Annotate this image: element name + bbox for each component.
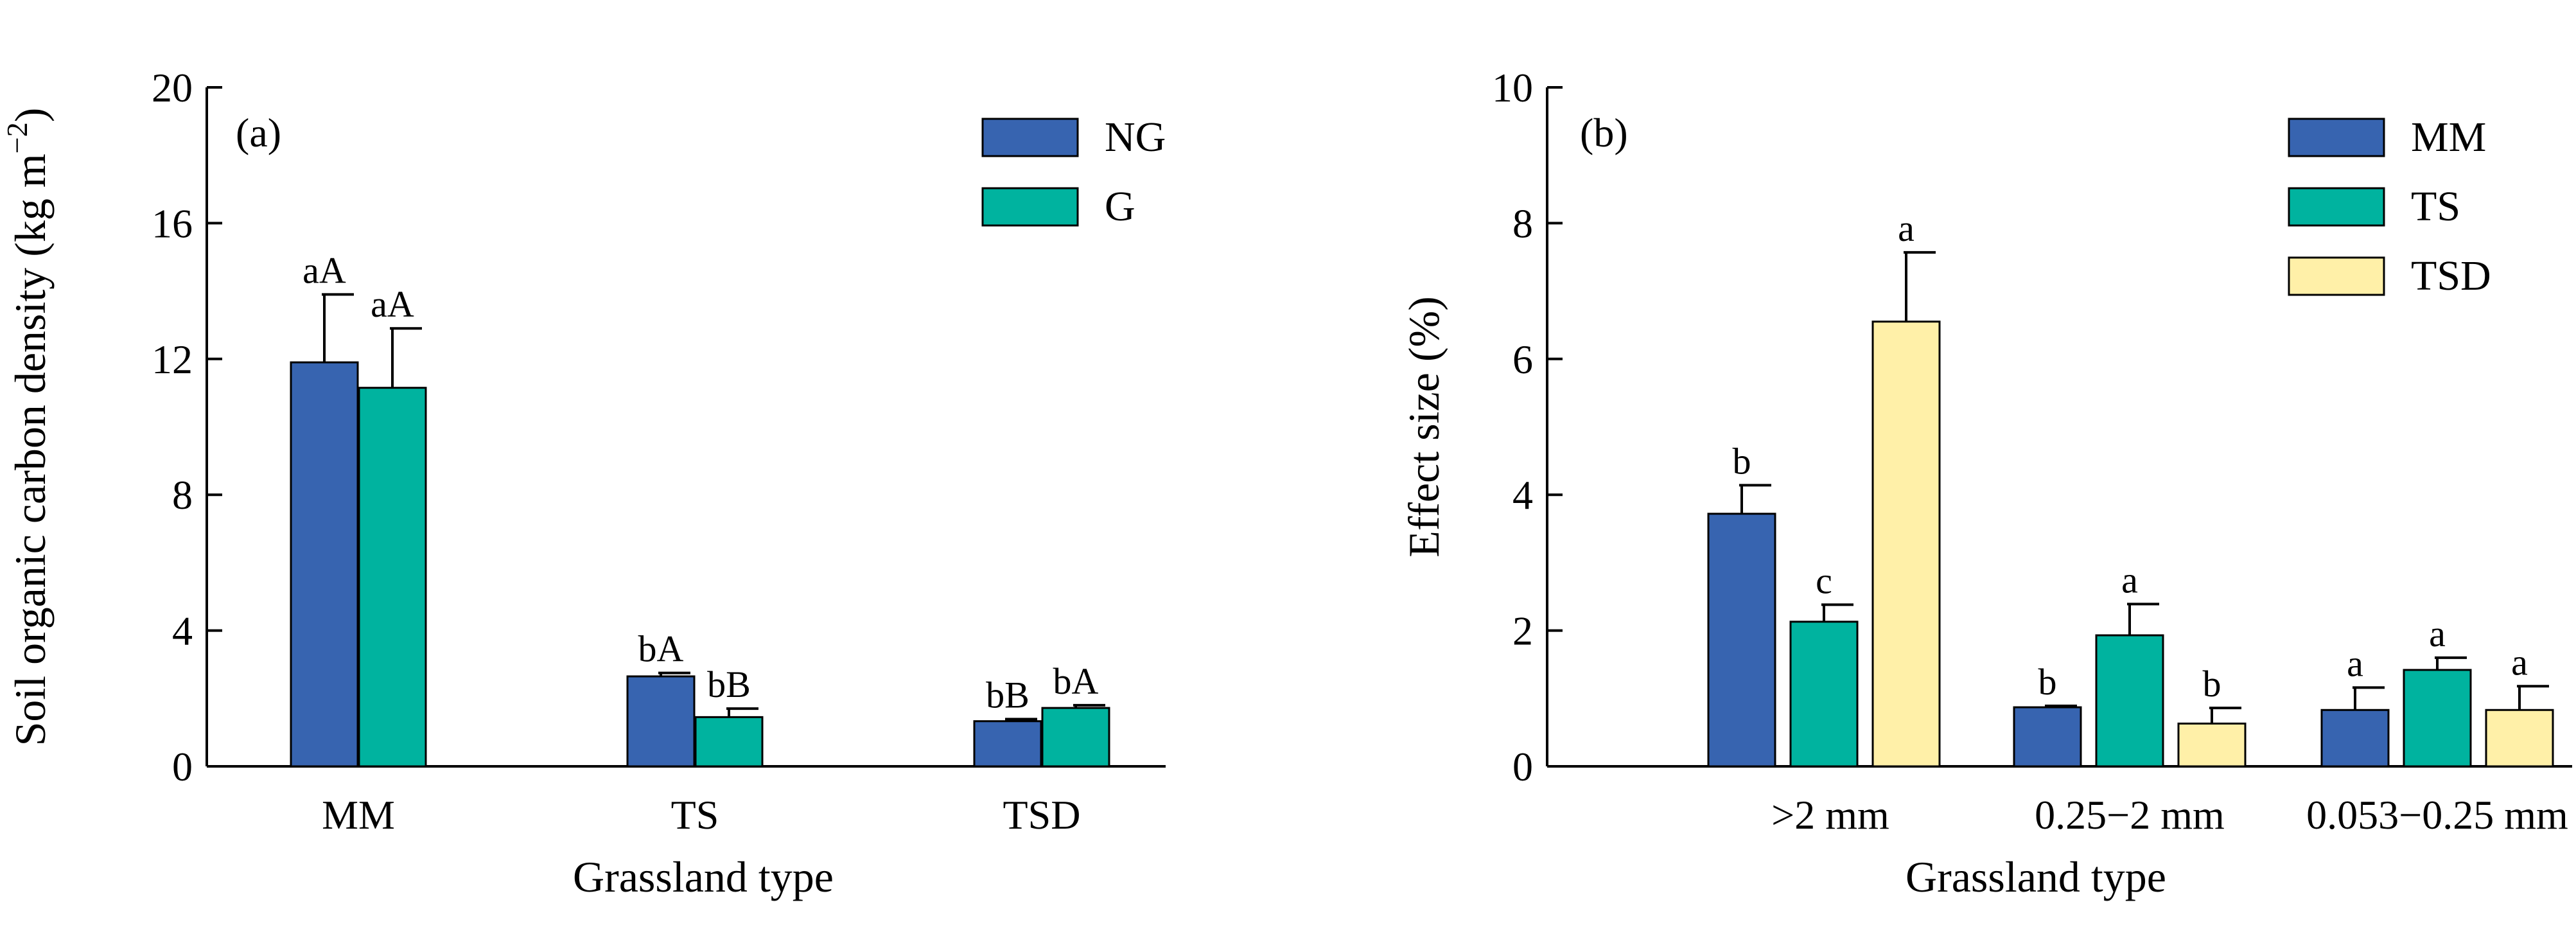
x-tick-label: 0.053−0.25 mm — [2306, 792, 2568, 838]
significance-label: a — [2121, 559, 2138, 601]
significance-label: a — [2511, 641, 2528, 683]
y-axis-title: Effect size (%) — [1399, 296, 1448, 558]
significance-label: aA — [302, 249, 346, 291]
legend-label-ts: TS — [2411, 183, 2460, 230]
bar-mm-2 — [2320, 709, 2390, 768]
y-tick-label: 2 — [1512, 608, 1533, 654]
panel-label: (a) — [236, 110, 281, 155]
y-axis-title: Soil organic carbon density (kg m−2) — [1, 108, 55, 746]
y-tick-label: 4 — [1512, 472, 1533, 518]
bar-mm-1 — [2013, 706, 2082, 768]
bar-ts-1 — [2095, 634, 2164, 768]
significance-label: aA — [371, 283, 414, 325]
legend-swatch-tsd — [2288, 256, 2385, 296]
x-axis-title: Grassland type — [573, 852, 834, 901]
x-tick-label: TS — [671, 792, 719, 838]
x-tick-label: MM — [322, 792, 395, 838]
bar-ng-2 — [973, 720, 1042, 768]
panel-label: (b) — [1580, 110, 1628, 155]
y-tick-label: 8 — [1512, 200, 1533, 246]
significance-label: b — [2203, 663, 2221, 705]
bar-ts-2 — [2403, 669, 2472, 768]
y-tick-label: 10 — [1492, 65, 1533, 110]
significance-label: c — [1816, 559, 1832, 601]
bar-ng-1 — [626, 675, 696, 768]
legend-swatch-ng — [981, 118, 1079, 157]
y-tick-label: 0 — [172, 744, 193, 789]
bar-g-0 — [358, 387, 427, 768]
bar-ts-0 — [1789, 621, 1859, 768]
significance-label: b — [1733, 440, 1751, 482]
x-tick-label: TSD — [1003, 792, 1081, 838]
y-tick-label: 20 — [152, 65, 193, 110]
bar-g-2 — [1041, 707, 1110, 768]
legend-label-g: G — [1105, 183, 1135, 230]
y-axis-title-main: Effect size (%) — [1399, 296, 1448, 558]
bar-tsd-0 — [1871, 321, 1941, 768]
significance-label: bB — [986, 674, 1030, 716]
legend-label-ng: NG — [1105, 114, 1166, 161]
significance-label: b — [2038, 661, 2057, 703]
legend-swatch-mm — [2288, 118, 2385, 157]
bar-ng-0 — [290, 361, 359, 768]
x-tick-label: 0.25−2 mm — [2035, 792, 2225, 838]
legend-label-mm: MM — [2411, 114, 2486, 161]
y-tick-label: 0 — [1512, 744, 1533, 789]
x-tick-label: >2 mm — [1771, 792, 1889, 838]
bar-tsd-1 — [2177, 722, 2247, 768]
bar-g-1 — [694, 716, 764, 768]
chart-panel-b: 0 2 4 6 8 10 Effect size (%) Grassland type (b) >… — [1399, 65, 2572, 901]
significance-label: bA — [1053, 660, 1099, 702]
y-axis-title-superscript: −2 — [1, 122, 33, 154]
bar-mm-0 — [1707, 513, 1776, 768]
y-tick-label: 4 — [172, 608, 193, 654]
y-tick-label: 12 — [152, 337, 193, 382]
significance-label: a — [1898, 207, 1914, 249]
bar-tsd-2 — [2485, 709, 2554, 768]
legend-swatch-ts — [2288, 187, 2385, 227]
significance-label: bA — [638, 628, 684, 670]
chart-panel-a: 0 4 8 12 16 20 Soil organic carbon density (kg… — [1, 65, 1166, 901]
y-tick-label: 16 — [152, 200, 193, 246]
legend-label-tsd: TSD — [2411, 252, 2491, 299]
y-axis-title-main: Soil organic carbon density (kg m — [6, 154, 55, 746]
y-axis-title-tail: ) — [6, 108, 55, 123]
legend-swatch-g — [981, 187, 1079, 227]
significance-label: a — [2347, 642, 2363, 684]
significance-label: bB — [707, 664, 751, 705]
x-axis-title: Grassland type — [1906, 852, 2166, 901]
significance-label: a — [2429, 613, 2446, 655]
y-tick-label: 6 — [1512, 337, 1533, 382]
y-tick-label: 8 — [172, 472, 193, 518]
